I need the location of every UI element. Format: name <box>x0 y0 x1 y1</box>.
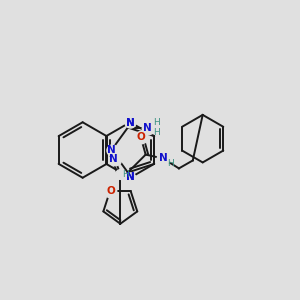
Text: N: N <box>159 154 167 164</box>
Text: N: N <box>126 172 135 182</box>
Text: H: H <box>153 118 160 127</box>
Text: O: O <box>106 187 115 196</box>
Text: O: O <box>136 132 145 142</box>
Text: H: H <box>153 128 160 137</box>
Text: N: N <box>143 123 152 133</box>
Text: H: H <box>168 159 174 168</box>
Text: N: N <box>126 172 135 182</box>
Text: N: N <box>126 118 135 128</box>
Text: H: H <box>122 170 129 179</box>
Text: N: N <box>107 145 116 155</box>
Text: N: N <box>109 154 117 164</box>
Text: N: N <box>126 118 135 128</box>
